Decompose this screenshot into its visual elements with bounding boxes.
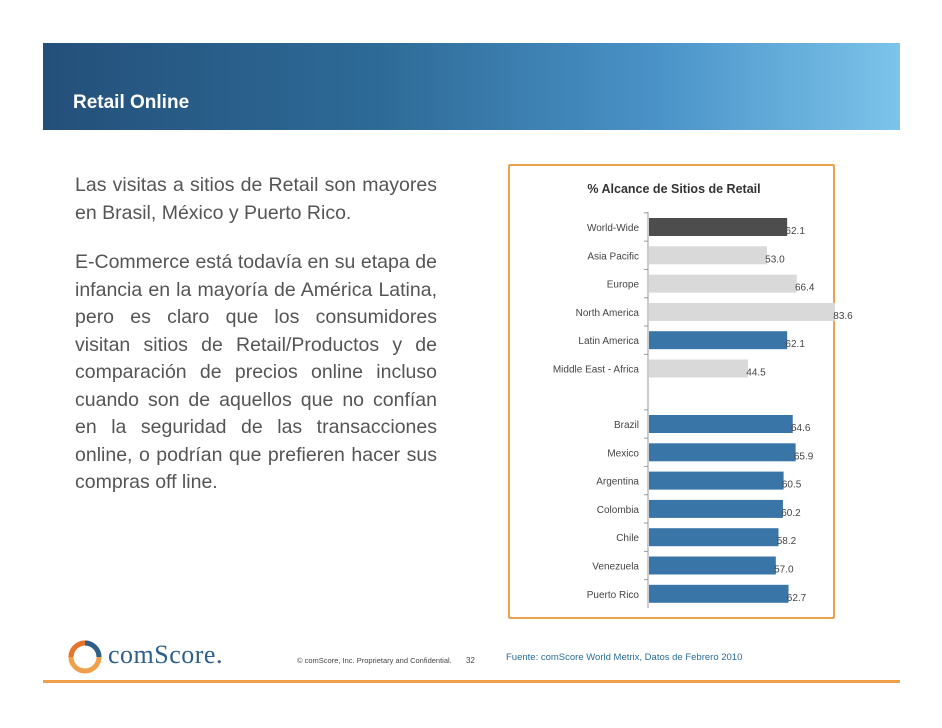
category-label: Argentina — [596, 477, 639, 488]
chart-marks: World-Wide 62.1 Asia Pacific 53.0 Europe 66.4… — [553, 212, 853, 604]
comscore-logo-text: comScore. — [108, 640, 223, 669]
category-label: Middle East - Africa — [553, 365, 640, 376]
chart-title: % Alcance de Sitios de Retail — [587, 182, 760, 196]
data-label: 66.4 — [795, 283, 815, 294]
data-label: 57.0 — [774, 565, 794, 576]
category-label: Asia Pacific — [587, 251, 639, 262]
bar-argentina — [649, 471, 784, 490]
source-note: Fuente: comScore World Metrix, Datos de … — [506, 652, 743, 663]
bar-world-wide — [649, 218, 788, 236]
data-label: 64.6 — [791, 423, 811, 434]
data-label: 62.1 — [785, 339, 805, 350]
copyright-text: © comScore, Inc. Proprietary and Confide… — [297, 656, 452, 665]
footer-divider — [43, 680, 900, 683]
body-paragraph-1: Las visitas a sitios de Retail son mayor… — [75, 174, 437, 224]
data-label: 53.0 — [765, 254, 785, 265]
data-label: 62.1 — [785, 226, 805, 237]
category-label: Colombia — [597, 505, 640, 516]
category-label: North America — [576, 308, 640, 319]
bar-chile — [649, 528, 779, 547]
page-title: Retail Online — [73, 92, 190, 113]
category-label: World-Wide — [587, 223, 639, 234]
page-number: 32 — [466, 656, 475, 665]
category-label: Chile — [616, 533, 639, 544]
body-paragraph-2: E-Commerce está todavía en su etapa de i… — [75, 251, 437, 493]
comscore-logo-icon — [68, 640, 102, 674]
data-label: 60.5 — [782, 480, 802, 491]
data-label: 60.2 — [781, 508, 801, 519]
category-label: Latin America — [578, 336, 639, 347]
data-label: 58.2 — [777, 536, 797, 547]
category-label: Puerto Rico — [587, 590, 640, 601]
bar-north-america — [649, 302, 835, 321]
category-label: Venezuela — [592, 562, 639, 573]
category-label: Mexico — [607, 448, 639, 459]
bar-middle-east-africa — [649, 359, 749, 378]
bar-latin-america — [649, 331, 788, 350]
category-label: Brazil — [614, 420, 639, 431]
bar-puerto-rico — [649, 584, 789, 603]
category-label: Europe — [607, 280, 640, 291]
bar-colombia — [649, 499, 783, 518]
body-text: Las visitas a sitios de Retail son mayor… — [75, 172, 437, 519]
data-label: 83.6 — [833, 311, 853, 322]
chart-frame — [508, 164, 835, 619]
bar-brazil — [649, 415, 793, 433]
bar-europe — [649, 274, 797, 293]
bar-mexico — [649, 443, 796, 462]
data-label: 44.5 — [746, 368, 766, 379]
bar-venezuela — [649, 556, 776, 575]
data-label: 62.7 — [787, 593, 807, 604]
data-label: 65.9 — [794, 451, 814, 462]
header-banner: Retail Online — [43, 43, 900, 130]
bar-asia-pacific — [649, 246, 767, 265]
